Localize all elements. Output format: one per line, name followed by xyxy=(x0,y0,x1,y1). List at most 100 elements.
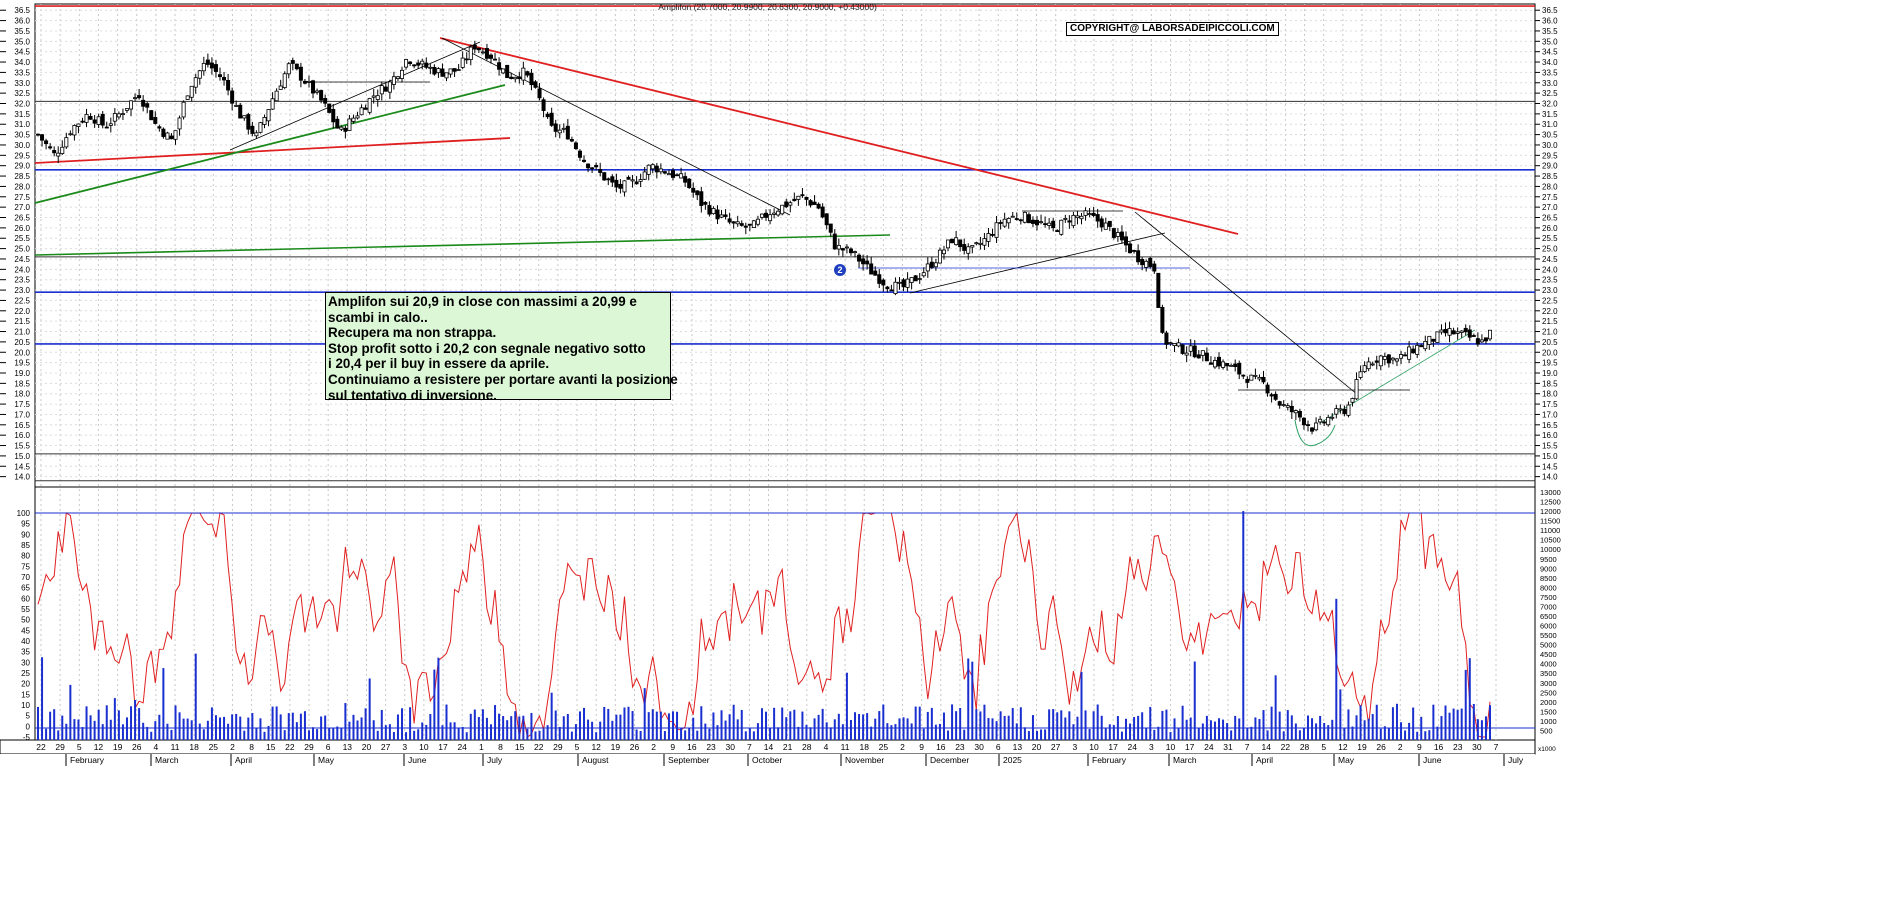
candle xyxy=(1241,374,1246,377)
y-tick-label: 3500 xyxy=(1540,669,1557,678)
candle xyxy=(909,277,914,283)
day-tick-label: 2 xyxy=(900,742,905,752)
volume-bar xyxy=(732,704,735,740)
volume-bar xyxy=(1003,715,1006,740)
candle xyxy=(1378,355,1383,367)
y-tick-label: 85 xyxy=(21,541,30,550)
day-tick-label: 11 xyxy=(171,742,180,752)
candle xyxy=(1010,215,1015,218)
candle xyxy=(1107,220,1112,227)
day-tick-label: 17 xyxy=(1185,742,1195,752)
candle xyxy=(52,150,57,154)
volume-bar xyxy=(1153,729,1156,740)
volume-bar xyxy=(1290,715,1293,740)
y-tick-label: 28.5 xyxy=(14,172,30,181)
candle xyxy=(658,168,663,173)
volume-bar xyxy=(963,729,966,740)
volume-bar xyxy=(1177,727,1180,740)
candle xyxy=(1047,222,1052,226)
candle xyxy=(1479,339,1484,343)
volume-bar xyxy=(1262,710,1265,740)
day-tick-label: 10 xyxy=(419,742,429,752)
volume-bar xyxy=(1339,689,1342,740)
day-tick-label: 28 xyxy=(802,742,812,752)
candle xyxy=(355,115,360,119)
candle xyxy=(848,248,853,254)
candle xyxy=(444,72,449,79)
volume-bar xyxy=(219,717,222,740)
trendline xyxy=(1134,211,1359,396)
candle xyxy=(286,63,291,75)
y-tick-label: 29.5 xyxy=(14,151,30,160)
candle xyxy=(1301,417,1306,426)
volume-bar xyxy=(1375,704,1378,740)
trendline xyxy=(229,41,481,151)
volume-bar xyxy=(914,706,917,740)
candle xyxy=(1043,223,1048,226)
volume-bar xyxy=(214,715,217,740)
volume-bar xyxy=(1444,705,1447,740)
candle xyxy=(727,218,732,223)
volume-bar xyxy=(1315,723,1318,740)
candle xyxy=(1063,218,1068,220)
volume-bar xyxy=(441,725,444,740)
volume-bar xyxy=(473,709,476,740)
candle xyxy=(853,251,858,254)
volume-bar xyxy=(550,692,553,740)
volume-bar xyxy=(987,718,990,740)
volume-bar xyxy=(105,705,108,740)
volume-bar xyxy=(206,720,209,740)
candle xyxy=(978,242,983,245)
candle xyxy=(96,116,101,125)
volume-bar xyxy=(498,713,501,740)
volume-bar xyxy=(405,732,408,740)
candle xyxy=(363,107,368,110)
candle xyxy=(497,62,502,70)
volume-bar xyxy=(959,708,962,740)
day-tick-label: 14 xyxy=(764,742,774,752)
volume-bar xyxy=(1124,718,1127,740)
y-tick-label: 33.0 xyxy=(1542,79,1558,88)
candle xyxy=(877,274,882,284)
candle xyxy=(149,110,154,121)
candle xyxy=(545,113,550,118)
volume-bar xyxy=(267,725,270,740)
volume-bar xyxy=(882,704,885,740)
y-tick-label: 90 xyxy=(21,530,30,539)
y-tick-label: 5 xyxy=(26,712,31,721)
y-tick-label: 27.5 xyxy=(1542,193,1558,202)
volume-bar xyxy=(485,717,488,740)
candle xyxy=(331,109,336,123)
month-label: July xyxy=(1508,755,1524,765)
volume-bar xyxy=(546,725,549,740)
volume-bar xyxy=(1428,730,1431,740)
candle xyxy=(759,213,764,218)
day-tick-label: 22 xyxy=(534,742,544,752)
volume-bar xyxy=(793,709,796,740)
day-tick-label: 28 xyxy=(1300,742,1310,752)
volume-bar xyxy=(279,714,282,740)
day-tick-label: 23 xyxy=(1453,742,1463,752)
volume-bar xyxy=(316,729,319,740)
volume-bar xyxy=(926,711,929,740)
candle xyxy=(1168,342,1173,344)
candle xyxy=(602,172,607,181)
candle xyxy=(379,85,384,95)
day-tick-label: 2 xyxy=(651,742,656,752)
candle xyxy=(646,164,651,175)
volume-bar xyxy=(1145,728,1148,740)
candle xyxy=(412,64,417,67)
day-tick-label: 3 xyxy=(1072,742,1077,752)
day-tick-label: 30 xyxy=(725,742,735,752)
volume-bar xyxy=(615,714,618,740)
y-tick-label: 25.5 xyxy=(14,234,30,243)
day-tick-label: 6 xyxy=(326,742,331,752)
volume-bar xyxy=(1141,712,1144,740)
candle xyxy=(1022,211,1027,223)
y-tick-label: 65 xyxy=(21,584,30,593)
y-tick-label: 20 xyxy=(21,680,30,689)
volume-bar xyxy=(1274,675,1277,740)
candle xyxy=(468,46,473,60)
candle xyxy=(488,54,493,59)
